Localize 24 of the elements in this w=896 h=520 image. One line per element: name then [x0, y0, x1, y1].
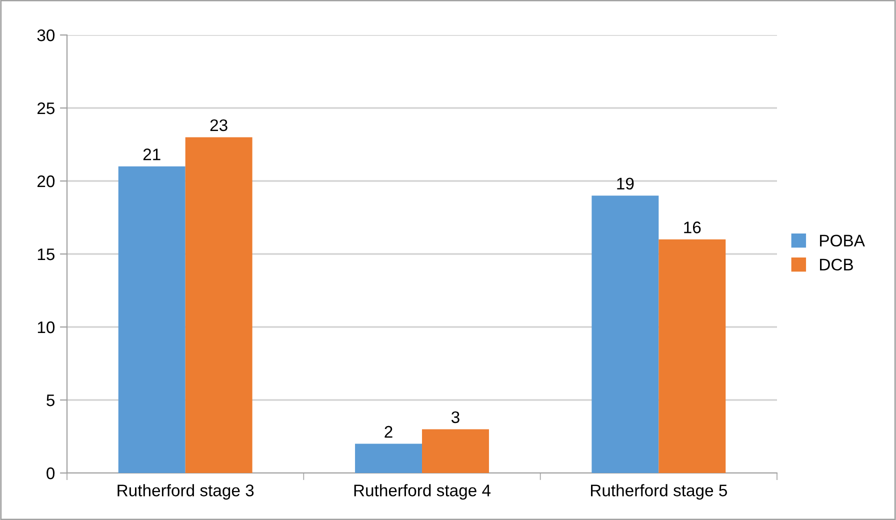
data-label: 21	[143, 148, 160, 160]
bar	[355, 444, 422, 473]
x-tick-label: Rutherford stage 4	[354, 484, 491, 500]
y-tick-label: 15	[38, 248, 54, 260]
data-label: 23	[210, 119, 228, 132]
bar	[658, 239, 726, 473]
legend-label: DCB	[820, 258, 853, 270]
y-tick-label: 20	[37, 175, 55, 188]
x-tick-label: Rutherford stage 3	[118, 484, 254, 500]
y-tick-label: 0	[46, 467, 55, 480]
legend-label: POBA	[820, 234, 865, 247]
y-tick-label: 5	[46, 394, 54, 406]
data-label: 19	[617, 178, 634, 190]
bar	[422, 429, 489, 473]
data-label: 2	[384, 426, 392, 438]
y-tick-label: 25	[37, 102, 54, 114]
y-tick-label: 10	[38, 321, 55, 334]
x-tick-label: Rutherford stage 5	[591, 484, 727, 500]
data-label: 3	[451, 411, 460, 424]
bar	[118, 166, 186, 473]
bar	[592, 196, 659, 473]
y-tick-label: 30	[37, 29, 55, 42]
bar	[185, 137, 252, 473]
data-label: 16	[684, 222, 701, 234]
